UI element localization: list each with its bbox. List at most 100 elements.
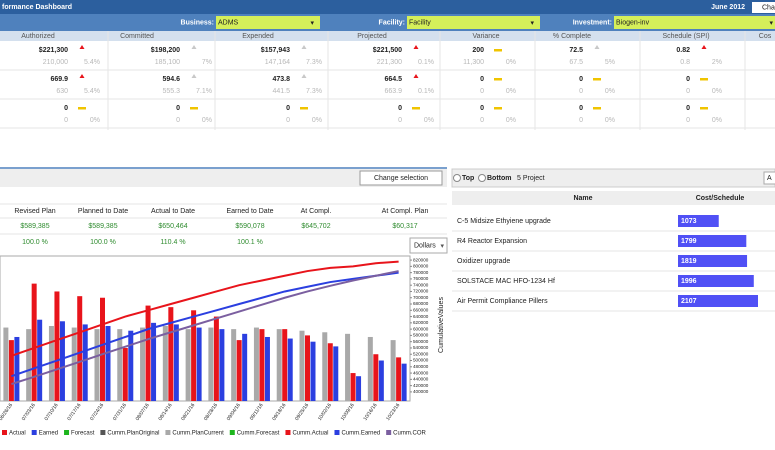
- kpi-prior: 0: [286, 117, 290, 124]
- bar: [145, 305, 151, 401]
- bar: [231, 329, 237, 401]
- bar: [327, 343, 333, 401]
- kpi-prior: 0: [480, 88, 484, 95]
- bar: [100, 297, 105, 401]
- bar: [350, 373, 356, 401]
- summary-header: Planned to Date: [78, 208, 128, 215]
- y2-tick-label: 400000: [413, 389, 429, 394]
- kpi-prior: 11,300: [463, 59, 484, 66]
- filter-value[interactable]: Facility: [409, 19, 431, 26]
- radio[interactable]: [453, 174, 461, 182]
- filter-value[interactable]: ADMS: [218, 19, 239, 26]
- search-box[interactable]: [763, 171, 775, 185]
- bar: [213, 316, 219, 401]
- project-column-header: Name: [573, 195, 592, 202]
- trend-flat: [412, 107, 420, 110]
- cost-label: 2107: [681, 298, 697, 305]
- bar: [3, 327, 9, 401]
- filter-value[interactable]: Biogen-inv: [616, 19, 650, 26]
- project-name: R4 Reactor Expansion: [457, 238, 527, 245]
- trend-up: [79, 45, 85, 49]
- change-selection-label[interactable]: Change selection: [374, 175, 428, 182]
- kpi-value: 0: [286, 105, 290, 112]
- x-tick-label: 08/07/16: [135, 402, 151, 422]
- summary-toolbar: [0, 169, 447, 187]
- top-button-label[interactable]: Cha: [762, 4, 775, 11]
- kpi-prior: 441.5: [272, 88, 290, 95]
- cost-bar: [678, 295, 758, 307]
- cost-label: 1819: [681, 258, 697, 265]
- filter-dropdown[interactable]: [614, 16, 775, 29]
- unit-label[interactable]: Dollars: [414, 242, 436, 249]
- bar: [401, 363, 407, 401]
- bar: [128, 330, 134, 401]
- bar: [48, 325, 54, 401]
- legend-label: Cumm.Earned: [341, 431, 380, 437]
- kpi-change: 7.3%: [306, 59, 322, 66]
- x-tick-label: 07/10/16: [44, 402, 60, 422]
- kpi-prior: 0: [398, 117, 402, 124]
- summary-value: $645,702: [301, 223, 330, 230]
- trend-up: [301, 45, 307, 49]
- kpi-change: 0.1%: [418, 59, 434, 66]
- top-button[interactable]: [752, 2, 775, 13]
- kpi-prior: 0: [579, 88, 583, 95]
- radio-label[interactable]: Bottom: [487, 175, 512, 182]
- filter-label: Business:: [181, 19, 214, 26]
- bar: [373, 354, 379, 401]
- kpi-header: [0, 31, 775, 41]
- change-selection-button[interactable]: [359, 170, 443, 186]
- top-bar: [0, 0, 775, 14]
- legend-swatch: [165, 430, 171, 435]
- bar: [345, 333, 351, 401]
- dropdown-arrow: ▾: [769, 20, 773, 27]
- bar: [140, 327, 146, 401]
- projects-header: [452, 191, 775, 205]
- line: [11, 270, 399, 386]
- trend-flat: [593, 107, 601, 110]
- kpi-prior: 0: [480, 117, 484, 124]
- kpi-value: 669.9: [50, 76, 68, 83]
- y2-tick-label: 560000: [413, 339, 429, 344]
- bar: [282, 329, 288, 401]
- legend-swatch: [31, 430, 37, 435]
- project-name: Oxidizer upgrade: [457, 258, 510, 265]
- unit-dropdown[interactable]: [409, 237, 448, 254]
- radio[interactable]: [478, 174, 486, 182]
- bar: [122, 347, 128, 401]
- kpi-change: 2%: [712, 59, 722, 66]
- bar: [185, 329, 191, 401]
- kpi-value: 0: [480, 105, 484, 112]
- filter-dropdown[interactable]: [216, 16, 320, 29]
- cost-bar: [678, 215, 719, 227]
- kpi-change: 0%: [506, 117, 516, 124]
- y2-tick-label: 520000: [413, 351, 429, 356]
- bar: [276, 329, 282, 401]
- search-text[interactable]: A: [767, 175, 772, 182]
- cost-label: 1799: [681, 238, 697, 245]
- x-tick-label: 09/04/16: [226, 402, 242, 422]
- summary-value: $589,385: [88, 223, 117, 230]
- summary-value: $589,385: [20, 223, 49, 230]
- bar: [168, 307, 174, 401]
- radio-label[interactable]: Top: [462, 175, 474, 182]
- bar: [117, 329, 123, 401]
- legend-label: Cumm.PlanCurrent: [172, 431, 224, 437]
- kpi-column-header: Committed: [120, 33, 154, 40]
- kpi-prior: 663.9: [384, 88, 402, 95]
- bar: [196, 327, 202, 401]
- kpi-value: 200: [472, 47, 484, 54]
- kpi-column-header: Cos: [759, 33, 772, 40]
- y2-tick-label: 420000: [413, 383, 429, 388]
- summary-header: At Compl.: [301, 208, 332, 215]
- legend-label: Earned: [39, 431, 58, 437]
- x-tick-label: 10/02/16: [317, 402, 333, 422]
- summary-percent: 100.0 %: [90, 239, 116, 246]
- bar: [299, 330, 305, 401]
- bar: [54, 291, 60, 401]
- y2-tick-label: 440000: [413, 377, 429, 382]
- kpi-change: 0%: [506, 59, 516, 66]
- kpi-prior: 0: [686, 88, 690, 95]
- summary-percent: 110.4 %: [160, 239, 185, 246]
- filter-dropdown[interactable]: [407, 16, 540, 29]
